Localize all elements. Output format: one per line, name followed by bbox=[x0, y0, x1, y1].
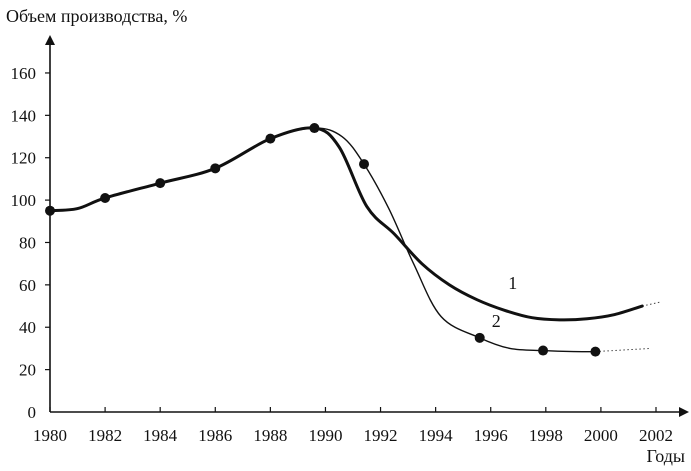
data-point bbox=[265, 133, 276, 144]
series-labels: 12 bbox=[492, 273, 518, 331]
x-tick-label: 1980 bbox=[33, 426, 67, 445]
x-tick-label: 1998 bbox=[529, 426, 563, 445]
series-2-line bbox=[49, 127, 597, 353]
x-tick-label: 1994 bbox=[419, 426, 454, 445]
x-tick-label: 1990 bbox=[308, 426, 342, 445]
x-tick-label: 1992 bbox=[364, 426, 398, 445]
y-tick-label: 40 bbox=[19, 318, 36, 337]
series-lines bbox=[48, 126, 644, 353]
y-tick-label: 80 bbox=[19, 233, 36, 252]
data-markers bbox=[45, 123, 601, 357]
series-label-1: 1 bbox=[508, 273, 517, 293]
data-point bbox=[155, 178, 166, 189]
x-tick-label: 1996 bbox=[474, 426, 508, 445]
x-tick-label: 1984 bbox=[143, 426, 178, 445]
y-tick-label: 60 bbox=[19, 276, 36, 295]
y-tick-label: 120 bbox=[11, 149, 37, 168]
data-point bbox=[590, 346, 601, 357]
x-ticks: 1980 1982 1984 1986 1988 1990 1992 1994 1996 1998… bbox=[33, 407, 673, 445]
y-tick-label: 0 bbox=[28, 403, 37, 422]
y-ticks: 0 20 40 60 80 100 120 140 160 bbox=[11, 64, 50, 422]
x-axis-title: Годы bbox=[646, 446, 685, 466]
data-point bbox=[45, 205, 55, 216]
data-point bbox=[100, 192, 111, 203]
y-tick-label: 160 bbox=[11, 64, 37, 83]
y-tick-label: 140 bbox=[11, 106, 37, 125]
data-point bbox=[309, 123, 320, 134]
x-tick-label: 1988 bbox=[253, 426, 287, 445]
series-extensions bbox=[595, 301, 662, 353]
x-tick-label: 1986 bbox=[198, 426, 232, 445]
data-point bbox=[538, 345, 549, 356]
y-axis-title: Объем производства, % bbox=[6, 6, 187, 26]
data-point bbox=[474, 332, 485, 343]
x-tick-label: 1982 bbox=[88, 426, 122, 445]
series-1-line bbox=[48, 126, 644, 322]
x-tick-label: 2002 bbox=[639, 426, 673, 445]
series-1-extension bbox=[642, 301, 662, 307]
y-tick-label: 100 bbox=[11, 191, 37, 210]
data-point bbox=[359, 159, 370, 170]
y-tick-label: 20 bbox=[19, 361, 36, 380]
series-label-2: 2 bbox=[492, 311, 501, 331]
series-2-extension bbox=[595, 347, 651, 353]
data-point bbox=[210, 163, 221, 174]
x-tick-label: 2000 bbox=[584, 426, 618, 445]
